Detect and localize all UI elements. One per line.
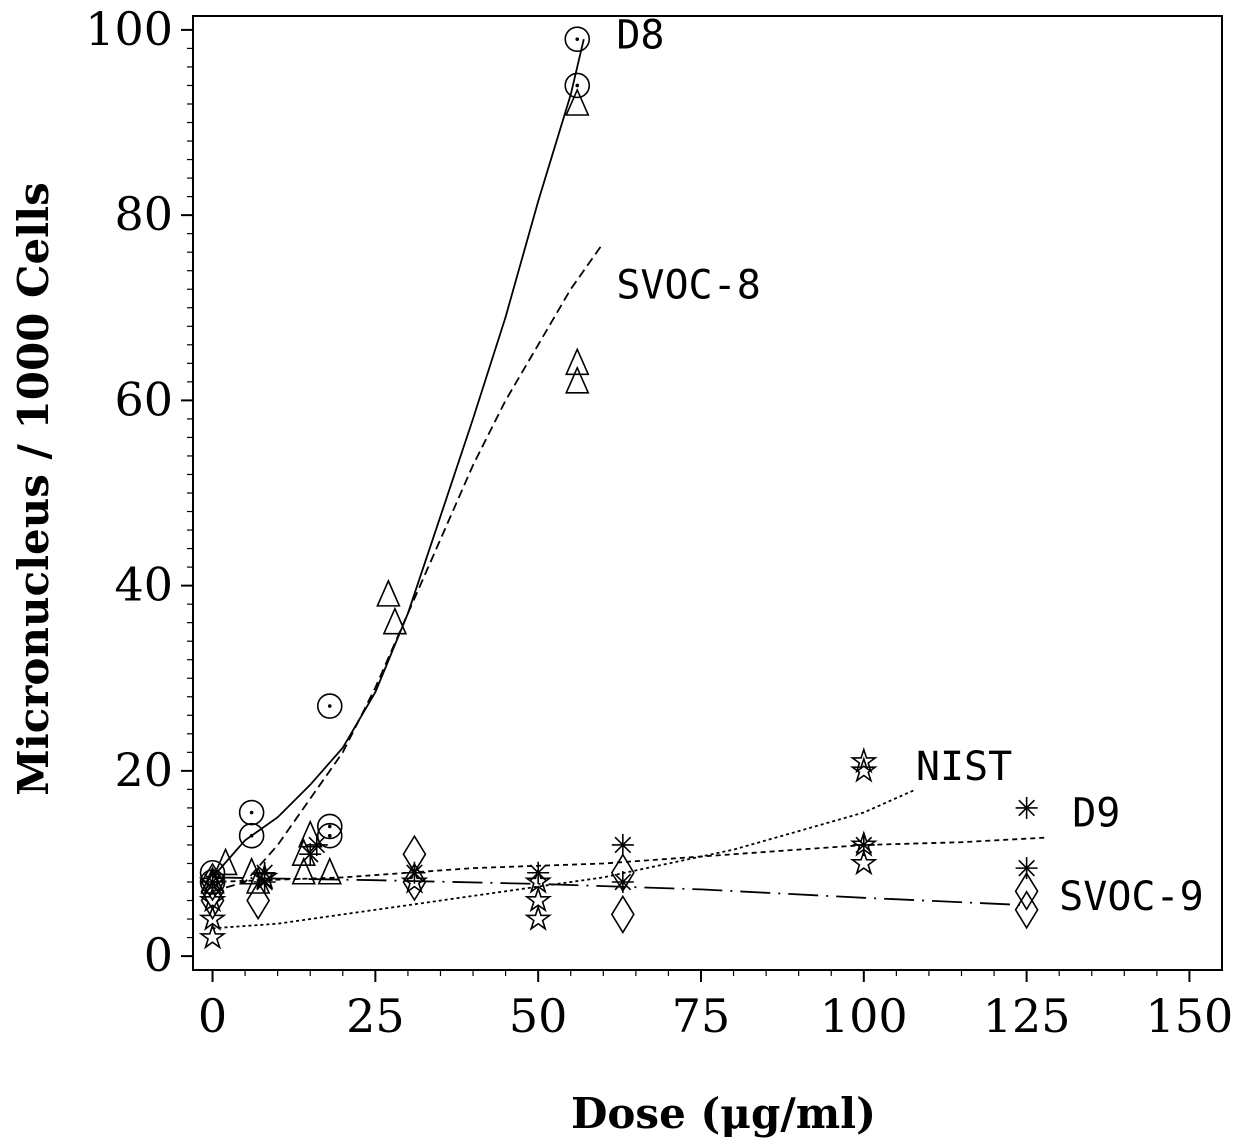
series-label-svoc-9: SVOC-9 <box>1059 874 1204 920</box>
x-tick-label: 125 <box>983 989 1071 1043</box>
marker-svoc-8 <box>565 88 590 116</box>
y-tick-label: 40 <box>114 558 173 612</box>
marker-d8 <box>316 813 343 840</box>
marker-svoc-8 <box>382 606 408 635</box>
marker-svoc-9 <box>610 853 635 893</box>
curve-nist <box>212 788 917 930</box>
y-tick-label: 80 <box>114 187 173 241</box>
x-tick-label: 75 <box>672 989 731 1043</box>
series-label-svoc-8: SVOC-8 <box>616 262 761 308</box>
marker-d9 <box>1015 857 1038 880</box>
marker-nist <box>849 848 878 876</box>
marker-d9 <box>305 833 328 856</box>
y-tick-label: 0 <box>144 928 173 982</box>
y-axis-title: Micronucleus / 1000 Cells <box>9 182 58 795</box>
marker-svoc-9 <box>200 880 225 921</box>
series-label-d8: D8 <box>616 12 664 58</box>
marker-nist <box>198 904 227 931</box>
x-tick-label: 0 <box>198 989 227 1043</box>
marker-svoc-8 <box>376 578 401 607</box>
y-tick-label: 100 <box>85 2 173 56</box>
marker-d8 <box>564 26 591 52</box>
marker-svoc-9 <box>200 871 225 911</box>
marker-d8 <box>316 693 343 719</box>
marker-svoc-9 <box>200 862 225 902</box>
marker-nist <box>849 756 878 783</box>
plot-area-frame <box>192 15 1223 971</box>
y-tick-label: 20 <box>114 743 173 797</box>
marker-nist <box>250 862 279 890</box>
marker-d8 <box>238 799 265 826</box>
series-label-nist: NIST <box>916 744 1012 790</box>
marker-d9 <box>1015 796 1038 819</box>
x-tick-label: 100 <box>820 989 908 1043</box>
curve-d9 <box>212 836 1047 883</box>
marker-svoc-9 <box>402 862 427 902</box>
marker-nist <box>524 904 553 931</box>
marker-d9 <box>299 843 322 866</box>
marker-nist <box>198 923 227 950</box>
y-tick-label: 60 <box>114 372 173 426</box>
marker-d9 <box>611 833 634 856</box>
marker-svoc-9 <box>1014 890 1039 930</box>
series-label-d9: D9 <box>1072 790 1120 836</box>
marker-svoc-9 <box>1014 871 1039 911</box>
x-tick-label: 50 <box>509 989 568 1043</box>
marker-svoc-8 <box>291 856 316 885</box>
marker-svoc-8 <box>317 856 342 885</box>
marker-nist <box>849 747 878 774</box>
marker-d8 <box>238 822 265 849</box>
marker-svoc-8 <box>565 365 590 394</box>
marker-svoc-8 <box>565 347 590 376</box>
x-axis-title: Dose (μg/ml) <box>571 1089 876 1138</box>
curve-svoc-8 <box>212 242 605 893</box>
marker-svoc-9 <box>610 894 635 934</box>
curve-d8 <box>211 38 585 878</box>
marker-svoc-9 <box>402 834 427 874</box>
x-tick-label: 25 <box>346 989 405 1043</box>
marker-d8 <box>564 72 591 99</box>
marker-svoc-9 <box>246 880 271 921</box>
marker-d8 <box>316 822 343 849</box>
x-tick-label: 150 <box>1146 989 1234 1043</box>
marker-svoc-8 <box>213 847 238 876</box>
